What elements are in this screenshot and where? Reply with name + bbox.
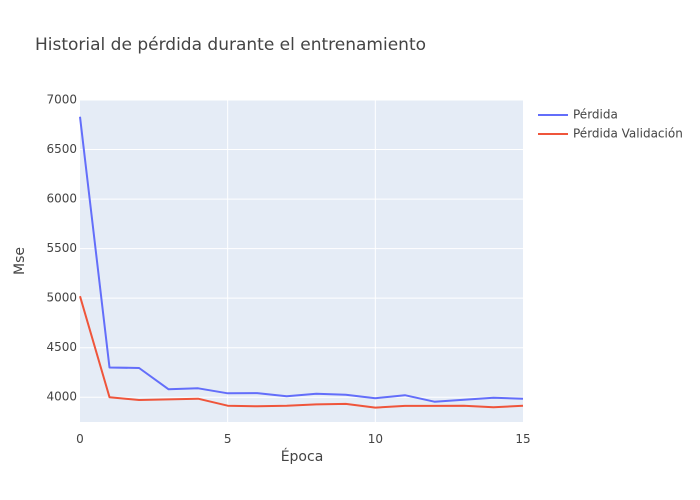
y-axis-label: Mse — [12, 247, 28, 275]
y-tick-label: 6500 — [46, 142, 77, 156]
x-tick-label: 5 — [224, 432, 232, 446]
x-tick-label: 10 — [368, 432, 383, 446]
gridlines — [80, 99, 523, 422]
x-axis-ticks: 0 5 10 15 — [76, 432, 530, 446]
chart-title: Historial de pérdida durante el entrenam… — [35, 35, 426, 55]
y-axis-ticks: 4000 4500 5000 5500 6000 6500 7000 — [46, 93, 77, 404]
legend-item-2[interactable]: Pérdida Validación — [538, 127, 683, 141]
y-tick-label: 4500 — [46, 340, 77, 354]
series-lines — [79, 116, 524, 409]
legend[interactable]: Pérdida Pérdida Validación — [538, 108, 683, 141]
y-tick-label: 5000 — [46, 291, 77, 305]
series-line-1[interactable] — [79, 116, 524, 403]
legend-label: Pérdida Validación — [573, 127, 683, 141]
y-tick-label: 6000 — [46, 192, 77, 206]
plot-area — [80, 100, 523, 422]
x-axis-label: Época — [281, 448, 324, 465]
x-tick-label: 15 — [515, 432, 530, 446]
legend-item-1[interactable]: Pérdida — [538, 108, 618, 122]
y-tick-label: 7000 — [46, 93, 77, 107]
y-tick-label: 5500 — [46, 241, 77, 255]
y-tick-label: 4000 — [46, 390, 77, 404]
series-line-2[interactable] — [79, 295, 524, 409]
legend-label: Pérdida — [573, 108, 618, 122]
x-tick-label: 0 — [76, 432, 84, 446]
